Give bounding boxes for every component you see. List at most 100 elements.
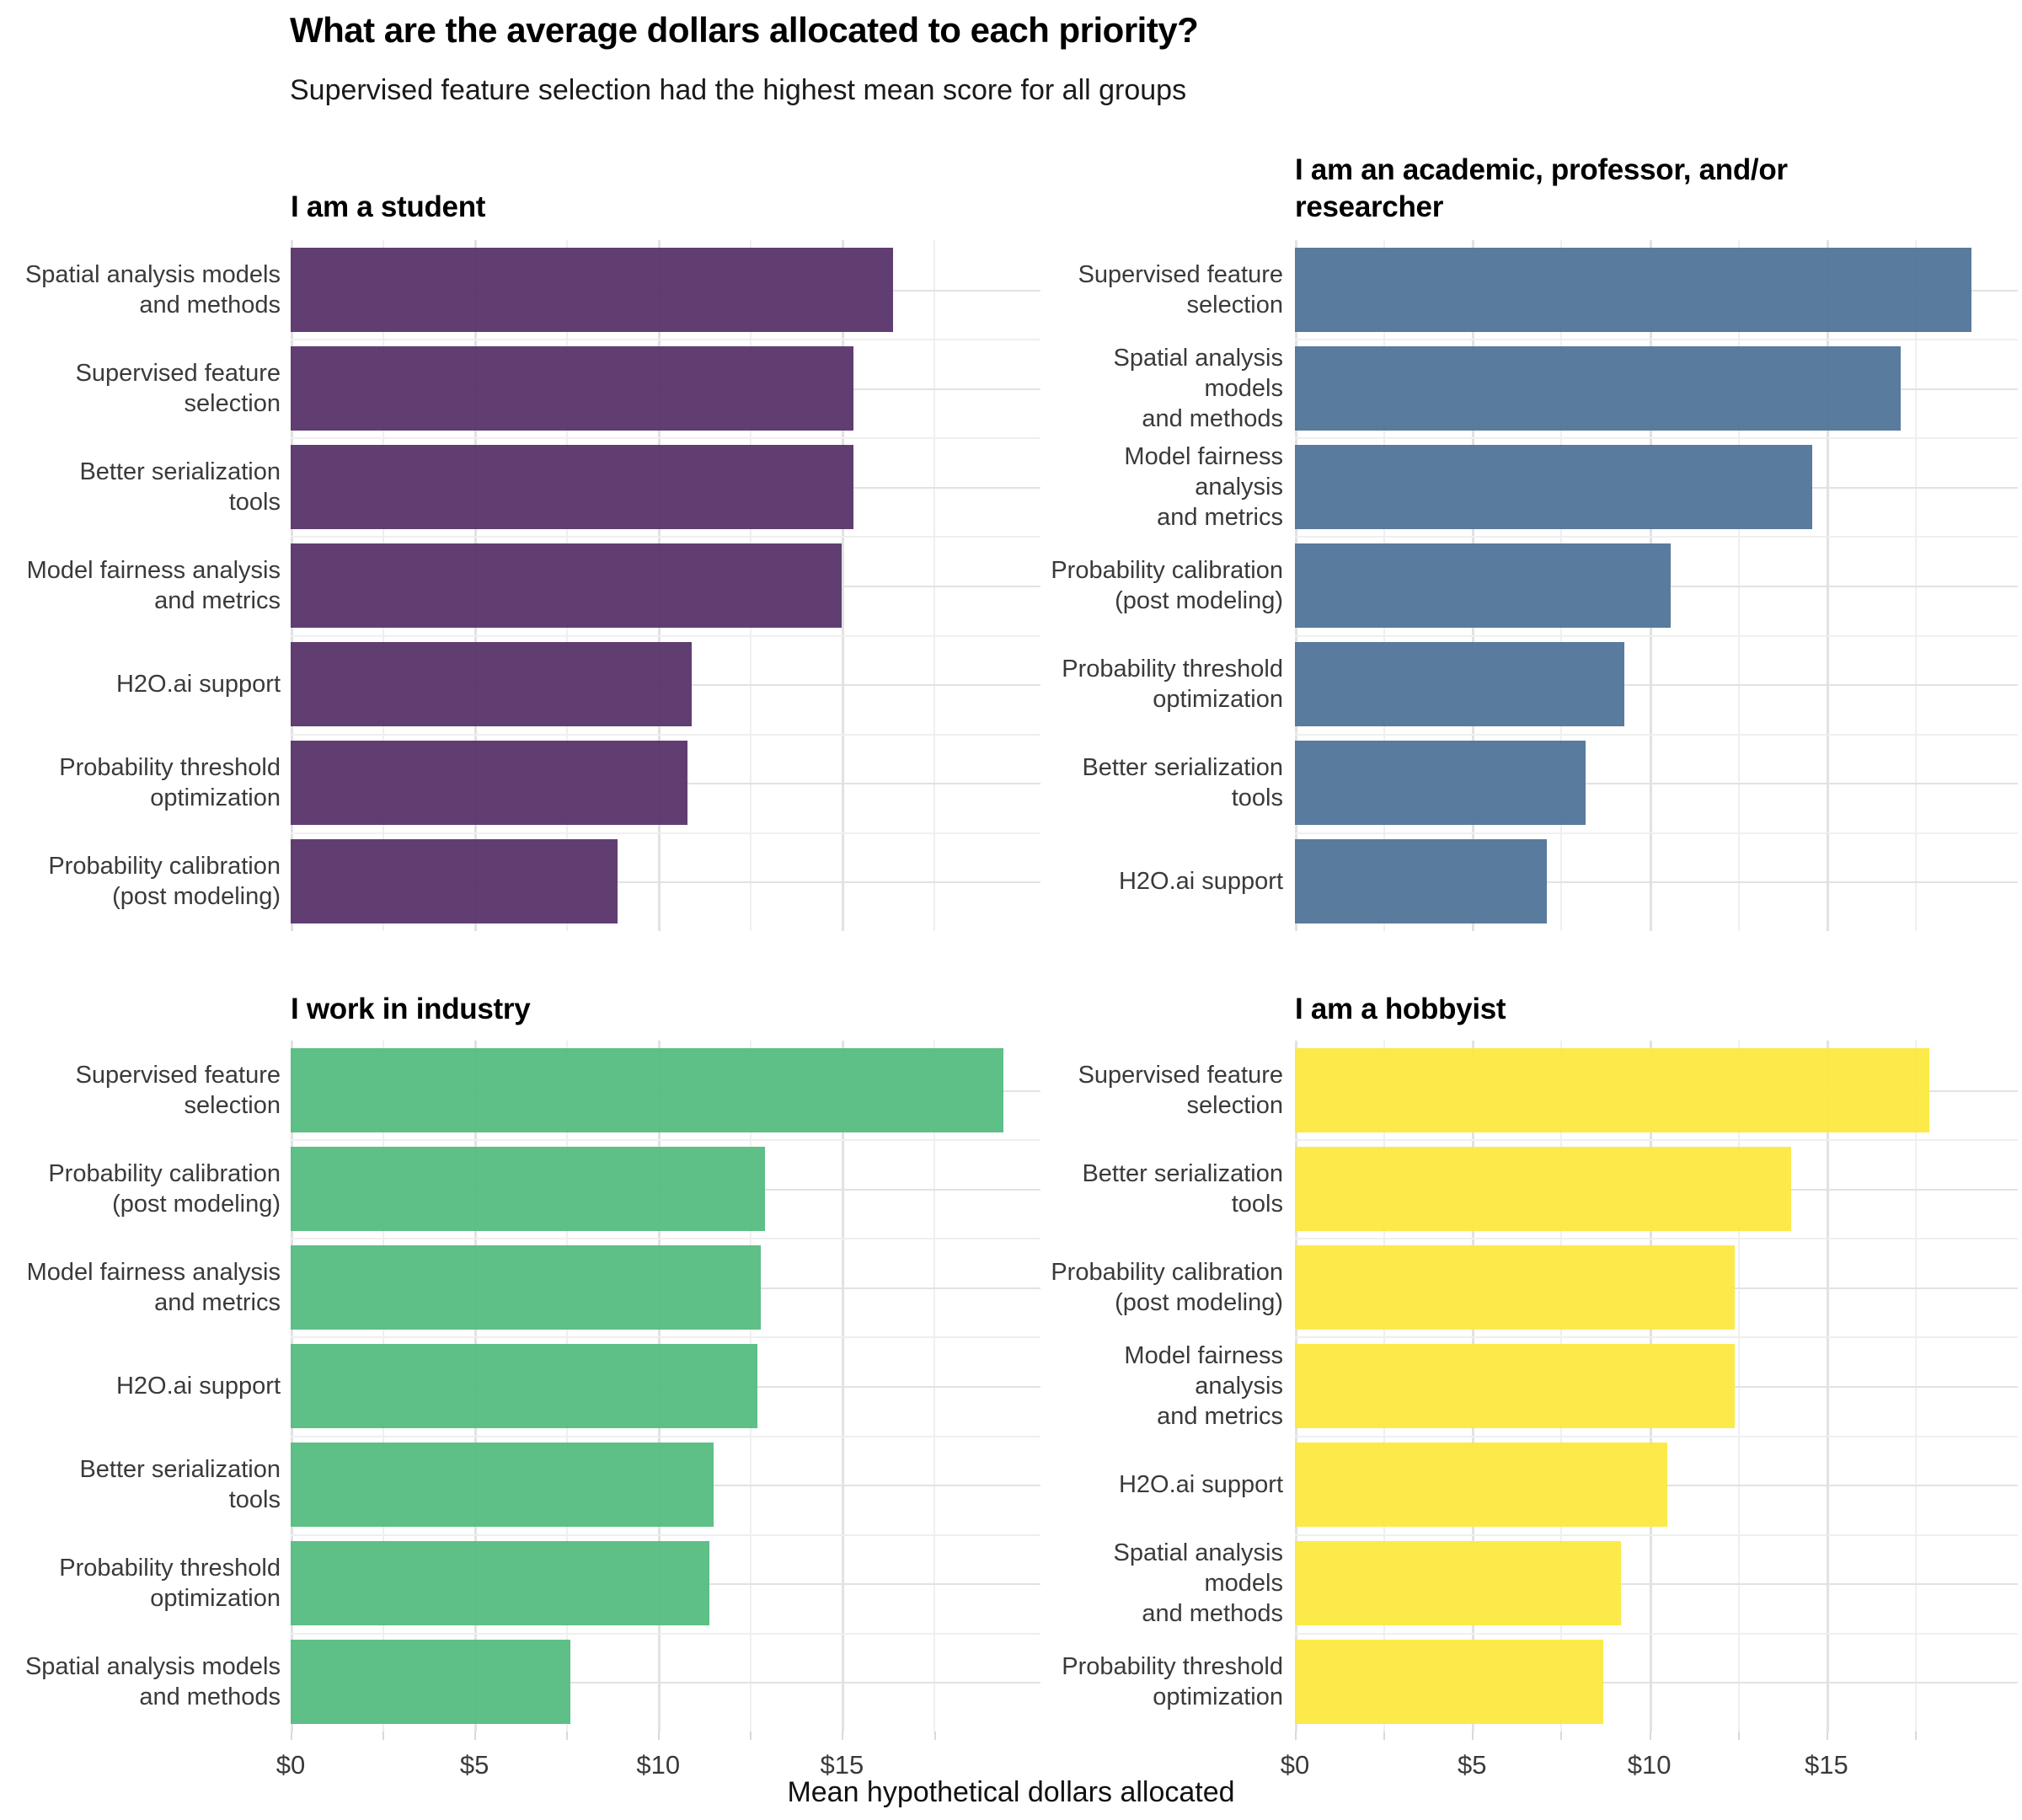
bar-row: [291, 240, 1040, 339]
bar-row: [291, 734, 1040, 832]
gridline-horizontal-minor: [1295, 634, 2018, 637]
axis-tick-mark: [1560, 1732, 1563, 1740]
axis-tick-mark: [291, 1732, 292, 1740]
gridline-horizontal-minor: [291, 339, 1040, 341]
axis-tick-mark: [750, 1732, 752, 1740]
category-label: Model fairness analysis and metrics: [26, 556, 281, 614]
bar-row: [1295, 536, 2018, 634]
axis-tick-mark: [1826, 1732, 1828, 1740]
chart-title: What are the average dollars allocated t…: [290, 10, 1199, 50]
category-label: Model fairness analysis and metrics: [26, 1258, 281, 1316]
axis-tick-mark: [933, 1732, 936, 1740]
gridline-horizontal-minor: [291, 536, 1040, 538]
bar: [291, 1245, 762, 1330]
category-label: Better serialization tools: [79, 458, 281, 516]
facet-title: I am an academic, professor, and/or rese…: [1295, 153, 1788, 223]
bar-row: [1295, 1139, 2018, 1238]
category-label: Probability calibration (post modeling): [1051, 556, 1283, 614]
bar: [1295, 1047, 1929, 1132]
chart-subtitle: Supervised feature selection had the hig…: [290, 74, 1187, 106]
bar-row: [1295, 635, 2018, 734]
x-tick-label: $15: [820, 1750, 864, 1780]
gridline-horizontal-major: [291, 1682, 1040, 1684]
gridline-horizontal-minor: [291, 437, 1040, 440]
category-label-column: Supervised feature selection Better seria…: [1047, 1041, 1283, 1732]
bar: [1295, 1640, 1603, 1725]
gridline-horizontal-minor: [1295, 1238, 2018, 1240]
bar: [291, 1443, 714, 1528]
bar-row: [1295, 832, 2018, 931]
bar: [291, 1640, 570, 1725]
bar-row: [291, 437, 1040, 536]
gridline-horizontal-major: [1295, 881, 2018, 884]
category-label: Model fairness analysis and metrics: [1124, 442, 1283, 531]
gridline-horizontal-minor: [1295, 1336, 2018, 1339]
gridline-horizontal-minor: [291, 1632, 1040, 1635]
facet-title: I am a student: [291, 190, 486, 223]
bar: [291, 1343, 758, 1428]
axis-tick-mark: [1472, 1732, 1474, 1740]
bar-row: [291, 1633, 1040, 1732]
gridline-horizontal-minor: [291, 733, 1040, 736]
category-label: Supervised feature selection: [75, 1061, 281, 1119]
bar: [1295, 1146, 1791, 1231]
gridline-horizontal-major: [1295, 1682, 2018, 1684]
axis-tick-mark: [474, 1732, 477, 1740]
category-label: Probability threshold optimization: [1062, 1653, 1283, 1711]
axis-tick-mark: [1295, 1732, 1297, 1740]
category-label-column: Spatial analysis models and methods Super…: [7, 240, 281, 931]
gridline-horizontal-minor: [291, 1336, 1040, 1339]
category-label: Supervised feature selection: [1078, 1061, 1283, 1119]
bar: [1295, 1541, 1621, 1626]
gridline-horizontal-major: [1295, 1583, 2018, 1586]
x-tick-label: $5: [1458, 1750, 1487, 1780]
bar-row: [291, 635, 1040, 734]
category-label: Probability threshold optimization: [59, 1555, 281, 1613]
bar: [1295, 444, 1813, 529]
axis-tick-mark: [1383, 1732, 1386, 1740]
x-tick-label: $5: [459, 1750, 489, 1780]
bar: [1295, 543, 1671, 628]
gridline-horizontal-minor: [291, 832, 1040, 834]
category-label: Probability threshold optimization: [59, 754, 281, 812]
category-label: Supervised feature selection: [1078, 260, 1283, 318]
gridline-horizontal-minor: [1295, 1534, 2018, 1536]
category-label: Spatial analysis models and methods: [1113, 344, 1284, 432]
gridline-horizontal-minor: [1295, 733, 2018, 736]
category-label: Probability calibration (post modeling): [48, 853, 281, 911]
axis-tick-mark: [382, 1732, 385, 1740]
x-tick-label: $10: [636, 1750, 681, 1780]
category-label: Supervised feature selection: [75, 359, 281, 417]
gridline-horizontal-major: [291, 881, 1040, 884]
bar: [1295, 1343, 1735, 1428]
axis-tick-mark: [1737, 1732, 1740, 1740]
gridline-horizontal-major: [1295, 684, 2018, 687]
bar: [1295, 1443, 1667, 1528]
gridline-horizontal-minor: [291, 1534, 1040, 1536]
gridline-horizontal-minor: [1295, 1139, 2018, 1142]
bar-row: [1295, 1336, 2018, 1435]
category-label: Probability calibration (post modeling): [48, 1159, 281, 1218]
bar: [1295, 247, 1972, 332]
category-label: Spatial analysis models and methods: [24, 260, 281, 318]
gridline-horizontal-minor: [291, 1435, 1040, 1437]
facet-title: I am a hobbyist: [1295, 993, 1506, 1025]
category-label: Probability threshold optimization: [1062, 656, 1283, 714]
bar-row: [291, 1534, 1040, 1633]
bar: [291, 1146, 765, 1231]
bar-row: [291, 536, 1040, 634]
category-label: Model fairness analysis and metrics: [1124, 1341, 1283, 1430]
category-label: Spatial analysis models and methods: [1113, 1539, 1284, 1628]
gridline-horizontal-minor: [1295, 832, 2018, 834]
bar: [291, 247, 894, 332]
axis-tick-mark: [1649, 1732, 1651, 1740]
facet-title: I work in industry: [291, 993, 531, 1025]
gridline-horizontal-minor: [1295, 536, 2018, 538]
bar: [291, 345, 853, 431]
bar: [1295, 1245, 1735, 1330]
bar-row: [1295, 240, 2018, 339]
bar-row: [291, 1041, 1040, 1139]
bar-row: [1295, 1436, 2018, 1534]
x-tick-label: $15: [1805, 1750, 1848, 1780]
category-label: H2O.ai support: [115, 671, 281, 699]
